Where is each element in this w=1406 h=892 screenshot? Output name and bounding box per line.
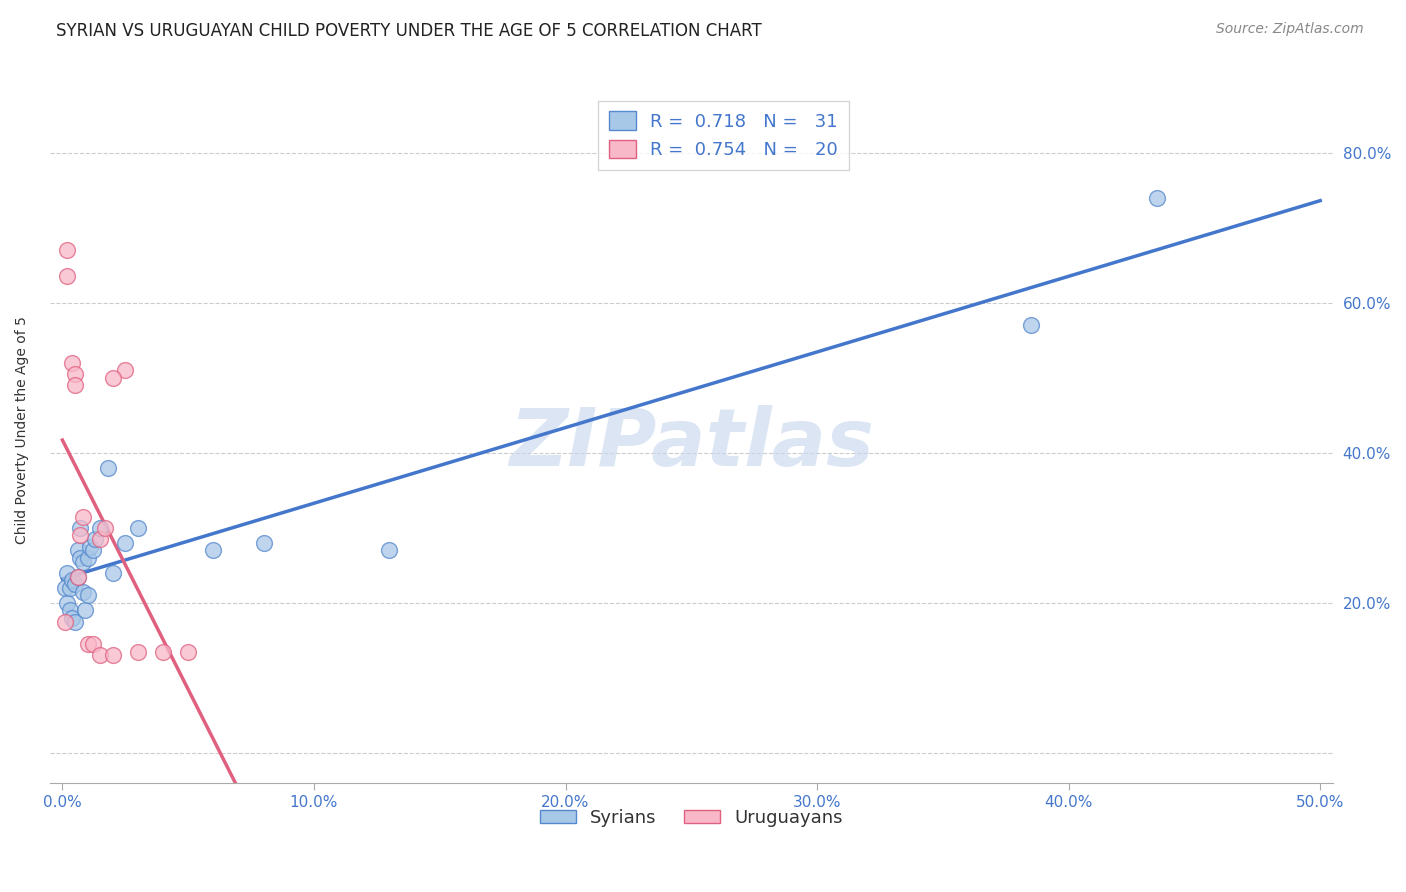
Point <box>72 555 94 569</box>
Point <box>82 637 104 651</box>
Point <box>202 543 225 558</box>
Point <box>62 356 84 370</box>
Point <box>82 543 104 558</box>
Point <box>79 540 101 554</box>
Point <box>1146 190 1168 204</box>
Point <box>63 577 86 591</box>
Point <box>97 460 120 475</box>
Point <box>127 645 149 659</box>
Point <box>53 615 76 629</box>
Text: SYRIAN VS URUGUAYAN CHILD POVERTY UNDER THE AGE OF 5 CORRELATION CHART: SYRIAN VS URUGUAYAN CHILD POVERTY UNDER … <box>56 22 762 40</box>
Point <box>101 370 124 384</box>
Point <box>101 648 124 663</box>
Point <box>69 550 91 565</box>
Point <box>76 550 98 565</box>
Point <box>101 566 124 580</box>
Point <box>76 588 98 602</box>
Point <box>89 532 111 546</box>
Text: Source: ZipAtlas.com: Source: ZipAtlas.com <box>1216 22 1364 37</box>
Point <box>73 603 96 617</box>
Point <box>84 532 107 546</box>
Point <box>114 363 136 377</box>
Y-axis label: Child Poverty Under the Age of 5: Child Poverty Under the Age of 5 <box>15 317 30 544</box>
Point <box>378 543 401 558</box>
Point <box>66 543 89 558</box>
Point <box>63 367 86 381</box>
Point <box>89 521 111 535</box>
Point <box>114 536 136 550</box>
Point <box>76 637 98 651</box>
Point <box>69 521 91 535</box>
Point <box>62 611 84 625</box>
Point <box>62 574 84 588</box>
Point <box>59 581 82 595</box>
Point <box>72 509 94 524</box>
Point <box>177 645 200 659</box>
Point <box>69 528 91 542</box>
Point <box>66 569 89 583</box>
Point <box>63 615 86 629</box>
Point <box>94 521 117 535</box>
Point <box>253 536 276 550</box>
Point <box>89 648 111 663</box>
Point <box>1019 318 1042 333</box>
Point <box>66 569 89 583</box>
Point <box>72 584 94 599</box>
Point <box>56 566 79 580</box>
Point <box>56 596 79 610</box>
Point <box>56 269 79 284</box>
Text: ZIPatlas: ZIPatlas <box>509 405 873 483</box>
Point <box>53 581 76 595</box>
Point <box>127 521 149 535</box>
Point <box>56 243 79 257</box>
Point <box>152 645 174 659</box>
Point <box>59 603 82 617</box>
Legend: Syrians, Uruguayans: Syrians, Uruguayans <box>533 802 851 834</box>
Point <box>63 378 86 392</box>
